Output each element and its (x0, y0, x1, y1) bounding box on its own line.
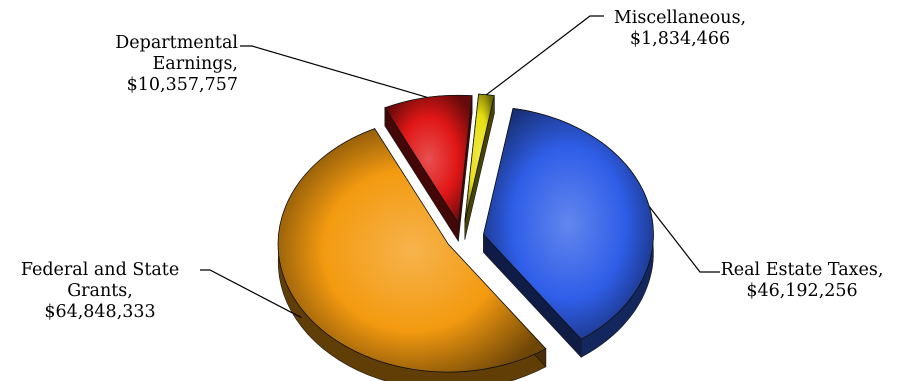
label-real-estate-taxes: Real Estate Taxes, $46,192,256 (706, 260, 898, 302)
label-line: Departmental (115, 33, 238, 53)
slice-miscellaneous (464, 93, 495, 222)
leader-line-real-estate-taxes (648, 206, 720, 273)
label-line: Earnings, (152, 54, 238, 74)
label-miscellaneous: Miscellaneous, $1,834,466 (600, 8, 760, 50)
slice-tops (277, 93, 654, 373)
leader-lines (200, 15, 720, 319)
label-line: Miscellaneous, (613, 8, 747, 28)
label-line: $46,192,256 (746, 281, 858, 301)
leader-line-miscellaneous (486, 15, 604, 96)
label-line: Grants, (67, 281, 133, 301)
slice-federal-state-grants (277, 128, 547, 373)
slice-departmental-earnings (384, 94, 473, 225)
label-line: $64,848,333 (44, 302, 156, 322)
slice-real-estate-taxes (483, 107, 654, 340)
leader-line-federal-state-grants (200, 269, 302, 319)
leader-line-departmental-earnings (240, 45, 428, 98)
label-line: Real Estate Taxes, (720, 260, 884, 280)
label-line: Federal and State (20, 260, 180, 280)
label-line: $1,834,466 (629, 29, 731, 49)
label-departmental-earnings: Departmental Earnings, $10,357,757 (80, 33, 238, 96)
label-federal-state-grants: Federal and State Grants, $64,848,333 (0, 260, 200, 323)
label-line: $10,357,757 (126, 75, 238, 95)
